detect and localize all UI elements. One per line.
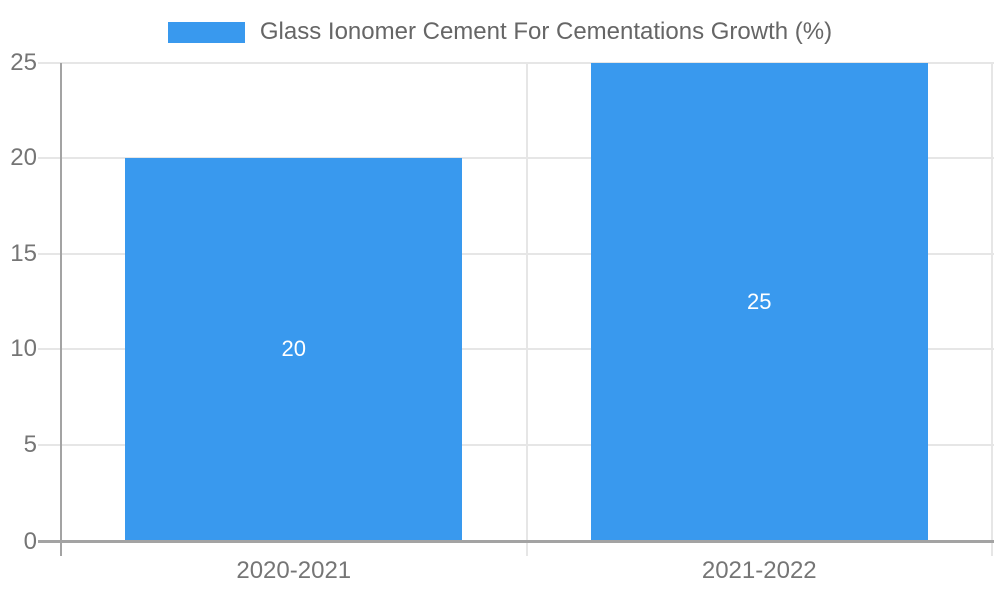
bar-value-label: 20 [281, 336, 306, 362]
category-divider-line [525, 63, 528, 556]
gridline [38, 157, 994, 160]
y-tick-label: 15 [10, 239, 37, 267]
bar-value-label: 25 [747, 288, 772, 314]
y-tick-label: 5 [23, 430, 37, 458]
plot-right-border [991, 63, 993, 556]
gridline [38, 443, 994, 446]
y-tick-label: 25 [10, 49, 37, 76]
x-axis-label: 2020-2021 [236, 557, 352, 584]
x-axis-label: 2021-2022 [701, 557, 817, 584]
gridline [38, 252, 994, 255]
gridline [38, 348, 994, 351]
gridline [38, 62, 994, 64]
bar[interactable]: 20 [125, 158, 463, 540]
bar[interactable]: 25 [590, 63, 928, 540]
legend: Glass Ionomer Cement For Cementations Gr… [0, 17, 1000, 47]
legend-label[interactable]: Glass Ionomer Cement For Cementations Gr… [259, 18, 833, 45]
y-tick-label: 0 [23, 527, 37, 555]
y-tick-label: 10 [10, 335, 37, 363]
y-axis-line [60, 63, 62, 556]
y-tick-label: 20 [10, 144, 37, 172]
x-axis-zero-line [38, 540, 994, 543]
legend-swatch[interactable] [167, 21, 245, 43]
